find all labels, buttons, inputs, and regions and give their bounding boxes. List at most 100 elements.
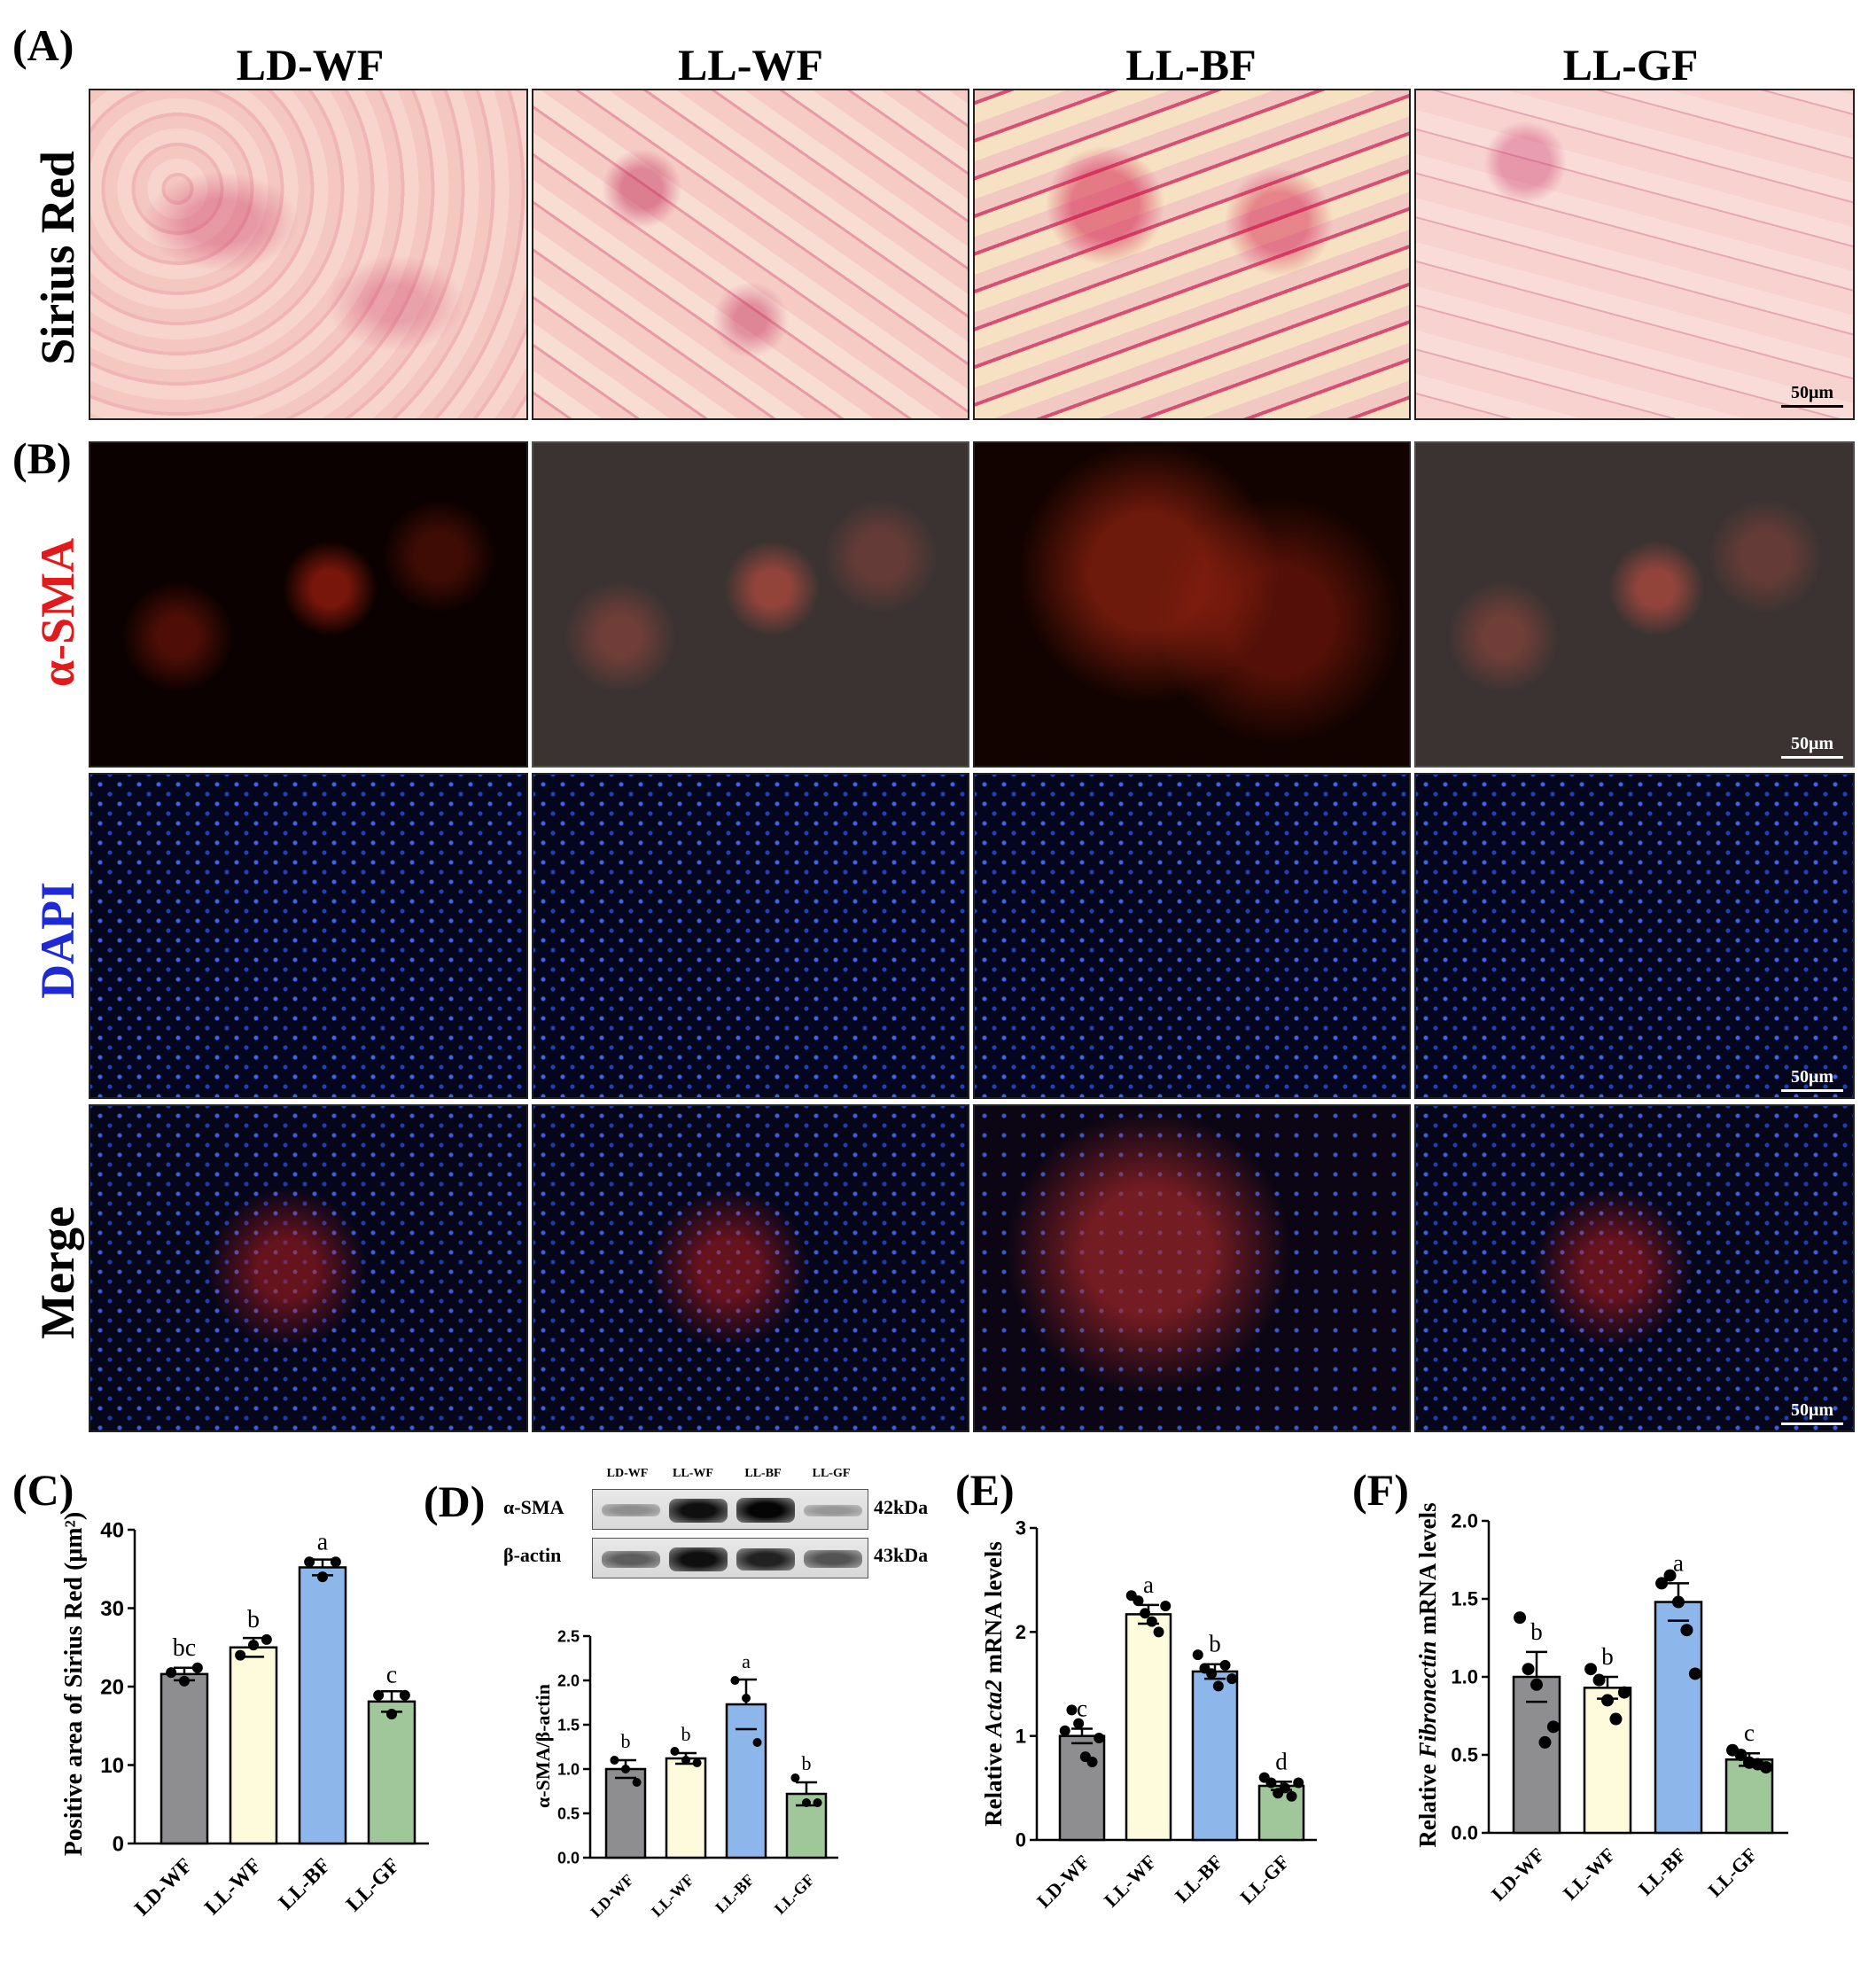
blot-lane-label: LD-WF: [606, 1467, 649, 1480]
data-point: [1279, 1782, 1290, 1794]
data-point: [373, 1689, 385, 1701]
dapi-image-ld-wf: [89, 773, 528, 1099]
significance-letter: d: [1275, 1748, 1288, 1774]
data-point: [1140, 1608, 1151, 1619]
data-point: [191, 1662, 203, 1673]
column-header-ll-gf: LL-GF: [1562, 40, 1699, 90]
data-point: [166, 1667, 177, 1679]
data-point: [802, 1798, 811, 1807]
y-tick-label: 3: [1016, 1517, 1026, 1539]
significance-letter: b: [247, 1606, 260, 1633]
y-tick-label: 0.0: [557, 1849, 580, 1867]
blot-band: [602, 1504, 660, 1516]
scale-bar: 50μm: [1781, 1400, 1843, 1425]
bar-ld-wf: [1512, 1675, 1561, 1835]
data-point: [386, 1708, 397, 1719]
blot-band: [669, 1498, 728, 1523]
data-point: [1672, 1595, 1685, 1609]
merge-image-ld-wf: [89, 1104, 528, 1432]
data-point: [1617, 1686, 1631, 1699]
x-tick-label: LL-BF: [712, 1871, 758, 1917]
scale-bar: 50μm: [1781, 1067, 1843, 1092]
x-tick-label: LL-WF: [1100, 1851, 1161, 1912]
data-point: [670, 1747, 680, 1756]
chart-e-acta2-mrna: 0 1 2 3 Relative Acta2 mRNA levels c LD-WF a LL-…: [980, 1517, 1317, 1912]
data-point: [1759, 1761, 1772, 1774]
y-tick-label: 1: [1016, 1725, 1026, 1747]
significance-letter: a: [742, 1650, 751, 1672]
significance-letter: b: [1601, 1643, 1614, 1670]
bar-ll-wf: [1583, 1687, 1632, 1835]
x-tick-label: LD-WF: [1487, 1843, 1549, 1906]
bar-ld-wf: [1058, 1734, 1106, 1842]
y-tick-label: 2.0: [1451, 1510, 1478, 1532]
data-point: [304, 1556, 315, 1568]
blot-strip-alpha-sma: [592, 1489, 868, 1530]
merge-image-ll-gf: 50μm: [1414, 1104, 1855, 1432]
data-point: [1212, 1680, 1224, 1692]
row-label-sirius-red: Sirius Red: [31, 151, 84, 365]
blot-band: [669, 1547, 728, 1571]
sirius-red-image-ll-bf: [973, 89, 1411, 420]
blot-size-label: 42kDa: [874, 1496, 929, 1518]
y-axis-label: Positive area of Sirius Red (μm²): [60, 1512, 88, 1856]
significance-letter: c: [1744, 1719, 1755, 1746]
significance-letter: bc: [173, 1634, 196, 1662]
blot-lane-label: LL-GF: [812, 1467, 851, 1480]
y-axis-label-part: Acta2: [980, 1680, 1007, 1739]
alpha-sma-image-ll-gf: 50μm: [1414, 441, 1855, 768]
blot-protein-label: β-actin: [503, 1544, 562, 1566]
data-point: [248, 1640, 259, 1651]
bar-ll-bf: [1191, 1670, 1239, 1842]
significance-letter: b: [1530, 1618, 1543, 1645]
data-point: [317, 1571, 328, 1583]
data-point: [1538, 1735, 1552, 1749]
significance-letter: b: [802, 1752, 812, 1774]
data-point: [1584, 1663, 1598, 1676]
x-tick-label: LL-WF: [200, 1854, 266, 1920]
data-point: [1592, 1673, 1606, 1687]
dapi-image-ll-bf: [973, 773, 1411, 1099]
x-tick-label: LL-BF: [275, 1854, 335, 1914]
row-label-merge: Merge: [31, 1206, 84, 1339]
merge-image-ll-bf: [973, 1104, 1411, 1432]
x-tick-label: LL-BF: [1634, 1843, 1690, 1899]
scale-bar-label: 50μm: [1791, 734, 1833, 753]
data-point: [1609, 1712, 1623, 1726]
column-header-ld-wf: LD-WF: [236, 40, 385, 90]
alpha-sma-image-ll-wf: [532, 441, 969, 768]
panel-label-f: (F): [1352, 1465, 1409, 1515]
blot-band: [602, 1550, 660, 1568]
column-header-ll-wf: LL-WF: [678, 40, 823, 90]
panel-label-c: (C): [12, 1465, 74, 1515]
data-point: [1153, 1626, 1164, 1638]
dapi-image-ll-wf: [532, 773, 969, 1099]
y-tick-label: 2.5: [557, 1627, 580, 1645]
data-point: [330, 1556, 341, 1568]
y-tick-label: 30: [100, 1597, 124, 1621]
y-tick-label: 1.0: [1451, 1666, 1478, 1688]
x-tick-label: LD-WF: [130, 1854, 197, 1921]
data-point: [1655, 1577, 1669, 1590]
chart-d-alpha-sma-ratio: 0.0 0.5 1.0 1.5 2.0 2.5 α-SMA/β-actin b LD-WF b LL…: [532, 1627, 838, 1921]
x-tick-label: LL-GF: [342, 1854, 404, 1916]
data-point: [1601, 1694, 1614, 1707]
data-point: [681, 1756, 690, 1765]
bar-ll-bf: [298, 1566, 347, 1845]
bar-ll-gf: [1724, 1758, 1774, 1835]
scale-bar-label: 50μm: [1791, 1400, 1833, 1420]
panel-label-d: (D): [424, 1477, 486, 1526]
data-point: [752, 1738, 762, 1747]
data-point: [179, 1675, 190, 1687]
y-tick-label: 1.5: [557, 1716, 580, 1734]
significance-letter: a: [1673, 1549, 1684, 1576]
sirius-red-image-ll-gf: 50μm: [1414, 89, 1855, 420]
data-point: [621, 1765, 630, 1773]
blot-strip-beta-actin: [592, 1538, 868, 1578]
bar-ll-wf: [1125, 1613, 1172, 1842]
row-label-dapi: DAPI: [31, 882, 84, 999]
data-point: [261, 1633, 272, 1645]
data-point: [813, 1798, 822, 1807]
data-point: [235, 1649, 246, 1661]
panel-label-b: (B): [12, 433, 72, 483]
